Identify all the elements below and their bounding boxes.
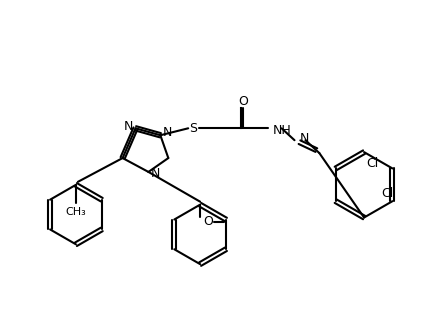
- Text: Cl: Cl: [382, 187, 394, 200]
- Text: NH: NH: [272, 124, 291, 137]
- Text: S: S: [189, 122, 197, 135]
- Text: O: O: [238, 95, 248, 108]
- Text: N: N: [163, 126, 172, 139]
- Text: Cl: Cl: [367, 157, 379, 170]
- Text: N: N: [151, 167, 160, 181]
- Text: N: N: [124, 120, 133, 133]
- Text: CH₃: CH₃: [65, 207, 86, 216]
- Text: O: O: [203, 215, 213, 228]
- Text: N: N: [300, 132, 309, 145]
